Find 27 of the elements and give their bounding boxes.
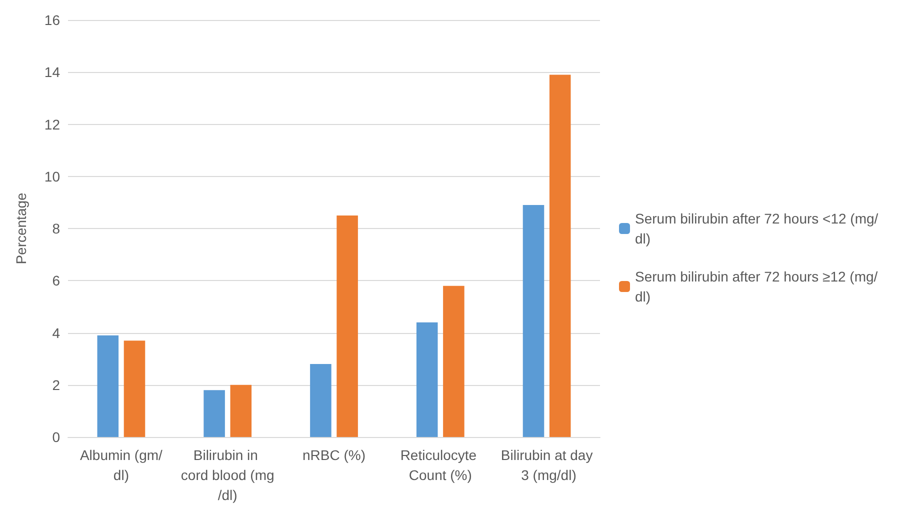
- y-tick-label: 10: [44, 168, 60, 184]
- bar: [97, 335, 119, 437]
- legend-label: Serum bilirubin after 72 hours <12 (mg/dl): [635, 210, 878, 246]
- y-tick-label: 6: [52, 272, 60, 289]
- y-tick-label: 14: [44, 64, 60, 80]
- y-axis-title: Percentage: [13, 192, 29, 264]
- y-tick-label: 4: [52, 324, 60, 341]
- y-tick-label: 2: [52, 376, 60, 393]
- x-tick-label: nRBC (%): [302, 447, 366, 463]
- bar: [549, 74, 571, 437]
- bar: [443, 286, 464, 437]
- y-tick-label: 16: [44, 12, 60, 28]
- bar: [310, 364, 332, 437]
- x-tick-label: Bilirubin at day 3 (mg/dl): [500, 447, 593, 483]
- bar: [336, 215, 358, 437]
- legend-label: Serum bilirubin after 72 hours ≥12 (mg/dl): [635, 268, 878, 304]
- y-tick-label: 8: [52, 220, 60, 236]
- bar: [522, 205, 544, 437]
- x-tick-label: Bilirubin in cord blood (mg/dl): [180, 447, 274, 503]
- bar: [230, 384, 252, 437]
- x-tick-label: Albumin (gm/dl): [80, 447, 163, 483]
- bar: [416, 322, 438, 437]
- y-tick-label: 0: [52, 429, 60, 445]
- x-tick-label: Reticulocyte Count (%): [400, 447, 480, 483]
- bar: [124, 340, 146, 437]
- y-tick-label: 12: [44, 116, 60, 132]
- bar: [204, 390, 225, 437]
